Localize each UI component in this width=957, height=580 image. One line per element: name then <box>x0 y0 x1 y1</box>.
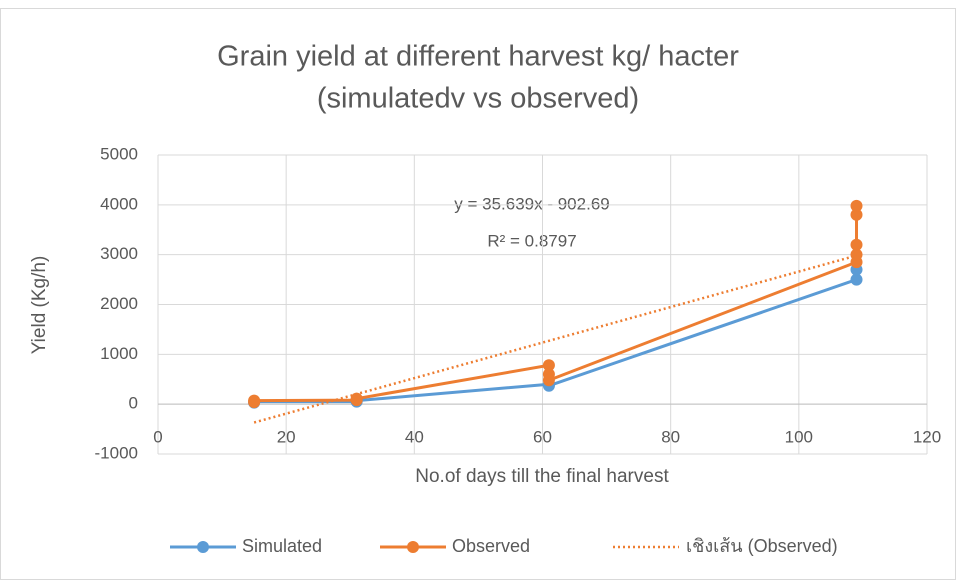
data-point <box>850 199 863 212</box>
y-tick-label: 3000 <box>100 244 138 263</box>
y-axis-label: Yield (Kg/h) <box>29 256 50 355</box>
legend-label: Simulated <box>242 536 322 556</box>
legend-marker <box>197 541 209 553</box>
data-point <box>542 359 555 372</box>
x-tick-label: 100 <box>785 428 813 447</box>
legend-marker <box>407 541 419 553</box>
x-tick-label: 60 <box>533 428 552 447</box>
x-tick-label: 0 <box>153 428 162 447</box>
y-tick-label: -1000 <box>95 443 138 462</box>
x-tick-label: 40 <box>405 428 424 447</box>
data-point <box>248 394 261 407</box>
x-tick-label: 120 <box>913 428 941 447</box>
y-tick-label: 1000 <box>100 344 138 363</box>
legend-label: เชิงเส้น (Observed) <box>686 536 838 556</box>
trend-equation: y = 35.639x - 902.69 <box>454 194 609 213</box>
trend-line <box>253 254 857 424</box>
data-point <box>850 273 863 286</box>
data-point <box>850 238 863 251</box>
legend-label: Observed <box>452 536 530 556</box>
x-axis-label: No.of days till the final harvest <box>415 466 669 487</box>
data-point <box>542 374 555 387</box>
x-tick-label: 80 <box>661 428 680 447</box>
x-tick-label: 20 <box>277 428 296 447</box>
y-tick-label: 2000 <box>100 294 138 313</box>
chart-title: (simulatedv vs observed) <box>317 83 639 115</box>
trend-r2: R² = 0.8797 <box>487 231 576 250</box>
y-tick-label: 5000 <box>100 144 138 163</box>
chart-title: Grain yield at different harvest kg/ hac… <box>217 41 739 73</box>
y-tick-label: 4000 <box>100 194 138 213</box>
data-point <box>850 208 863 221</box>
data-point <box>350 392 363 405</box>
chart-border <box>0 8 956 580</box>
y-tick-label: 0 <box>129 394 138 413</box>
